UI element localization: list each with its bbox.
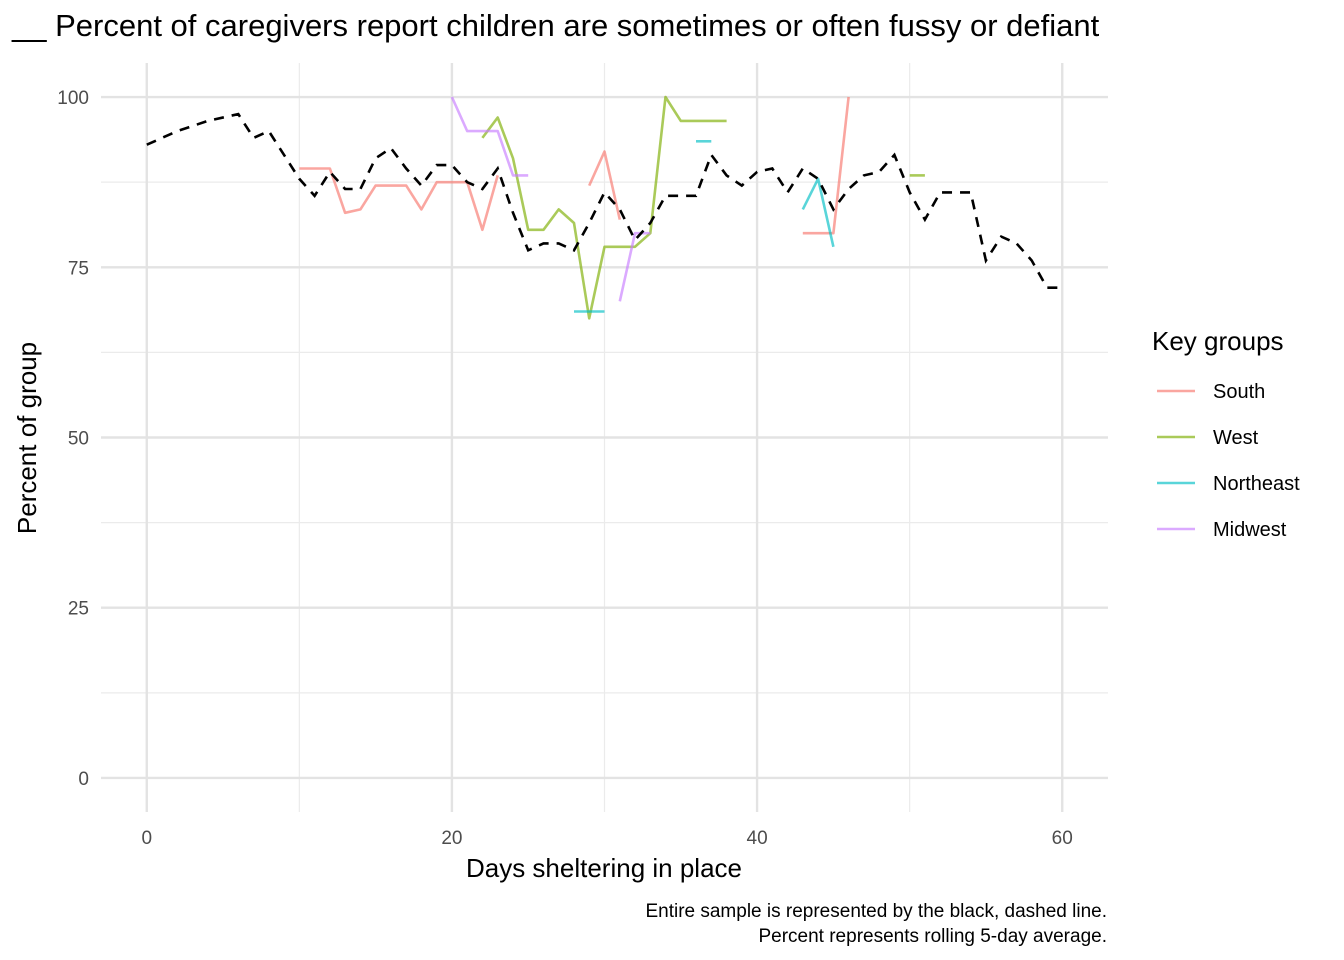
y-axis-ticks: 0 25 50 75 100 bbox=[57, 88, 89, 790]
overall-dashed-line bbox=[146, 112, 1063, 289]
series-line-south bbox=[588, 150, 622, 220]
series-line-northeast bbox=[801, 177, 835, 248]
x-axis-title: Days sheltering in place bbox=[466, 853, 742, 883]
legend-label-south: South bbox=[1213, 381, 1265, 403]
overall-line bbox=[146, 112, 1063, 289]
y-tick-label: 100 bbox=[57, 88, 89, 109]
legend-title: Key groups bbox=[1152, 326, 1284, 356]
x-tick-label: 40 bbox=[747, 828, 768, 849]
series-line-south bbox=[299, 167, 499, 232]
grid-lines bbox=[101, 63, 1108, 812]
y-tick-label: 75 bbox=[68, 258, 89, 279]
series-lines bbox=[299, 95, 925, 320]
caption-line-2: Percent represents rolling 5-day average… bbox=[758, 926, 1107, 947]
x-axis-ticks: 0 20 40 60 bbox=[141, 828, 1072, 849]
legend-label-northeast: Northeast bbox=[1213, 473, 1300, 495]
legend: Key groups South West Northeast Midwest bbox=[1152, 326, 1300, 541]
legend-label-midwest: Midwest bbox=[1213, 519, 1287, 541]
series-line-midwest bbox=[618, 231, 651, 302]
y-tick-label: 0 bbox=[78, 769, 89, 790]
series-line-west bbox=[481, 95, 727, 320]
y-axis-title: Percent of group bbox=[12, 342, 42, 534]
x-tick-label: 20 bbox=[441, 828, 462, 849]
series-line-south bbox=[802, 96, 850, 235]
chart-title: __ Percent of caregivers report children… bbox=[12, 8, 1100, 43]
legend-label-west: West bbox=[1213, 427, 1259, 449]
y-tick-label: 50 bbox=[68, 429, 89, 450]
series-line-midwest bbox=[450, 96, 529, 177]
caption-line-1: Entire sample is represented by the blac… bbox=[645, 901, 1107, 922]
x-tick-label: 60 bbox=[1052, 828, 1073, 849]
x-tick-label: 0 bbox=[141, 828, 152, 849]
y-tick-label: 25 bbox=[68, 599, 89, 620]
